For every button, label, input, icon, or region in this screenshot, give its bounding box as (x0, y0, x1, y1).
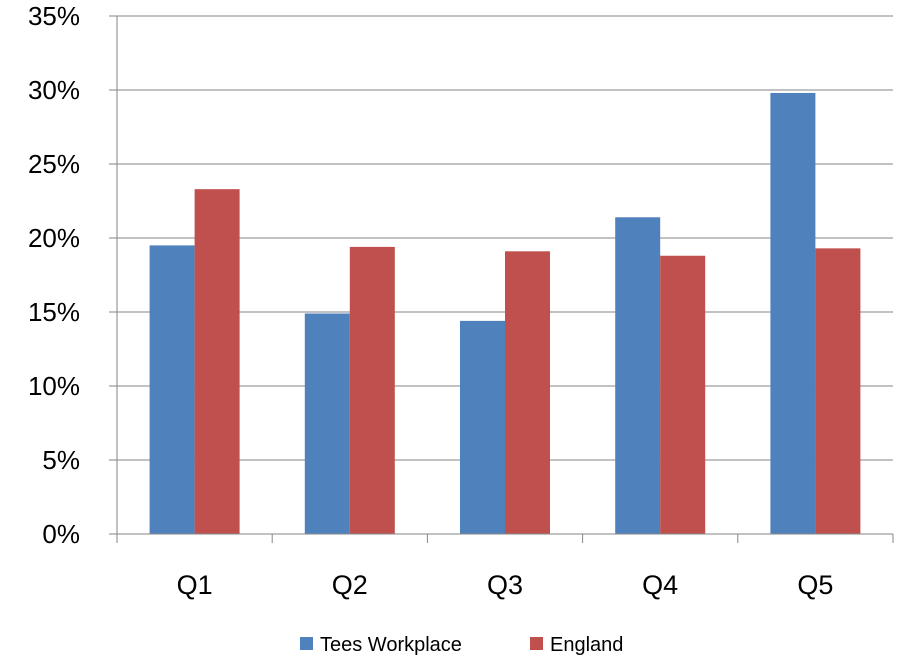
bar-england-q4 (660, 255, 706, 534)
bar-england-q3 (505, 251, 550, 534)
bar-england-q5 (815, 248, 861, 535)
y-tick-label: 20% (28, 223, 80, 253)
legend-swatch-tees-workplace (300, 637, 313, 650)
bar-tees-workplace-q5 (770, 92, 816, 535)
bar-england-q2 (349, 246, 395, 534)
y-tick-label: 30% (28, 75, 80, 105)
x-category-label: Q2 (332, 570, 368, 600)
y-tick-label: 25% (28, 149, 80, 179)
axes (109, 15, 894, 543)
x-axis-category-labels: Q1 Q2 Q3 Q4 Q5 (177, 570, 834, 600)
legend-label-england: England (550, 634, 623, 656)
legend-swatch-england (530, 637, 543, 650)
y-tick-label: 10% (28, 371, 80, 401)
bar-tees-workplace-q1 (149, 245, 195, 534)
legend-label-tees-workplace: Tees Workplace (320, 634, 462, 656)
x-category-label: Q3 (487, 570, 523, 600)
bar-tees-workplace-q3 (460, 320, 505, 534)
bar-england-q1 (194, 189, 240, 534)
y-tick-label: 5% (42, 445, 80, 475)
bar-tees-workplace-q2 (304, 313, 350, 534)
y-tick-label: 0% (42, 519, 80, 549)
bar-tees-workplace-q4 (615, 217, 661, 534)
x-category-label: Q5 (797, 570, 833, 600)
y-tick-label: 35% (28, 1, 80, 31)
x-category-label: Q1 (177, 570, 213, 600)
legend: Tees Workplace England (300, 634, 623, 656)
bars (149, 92, 861, 535)
y-axis-tick-labels: 0% 5% 10% 15% 20% 25% 30% 35% (28, 1, 80, 549)
y-tick-label: 15% (28, 297, 80, 327)
x-category-label: Q4 (642, 570, 678, 600)
